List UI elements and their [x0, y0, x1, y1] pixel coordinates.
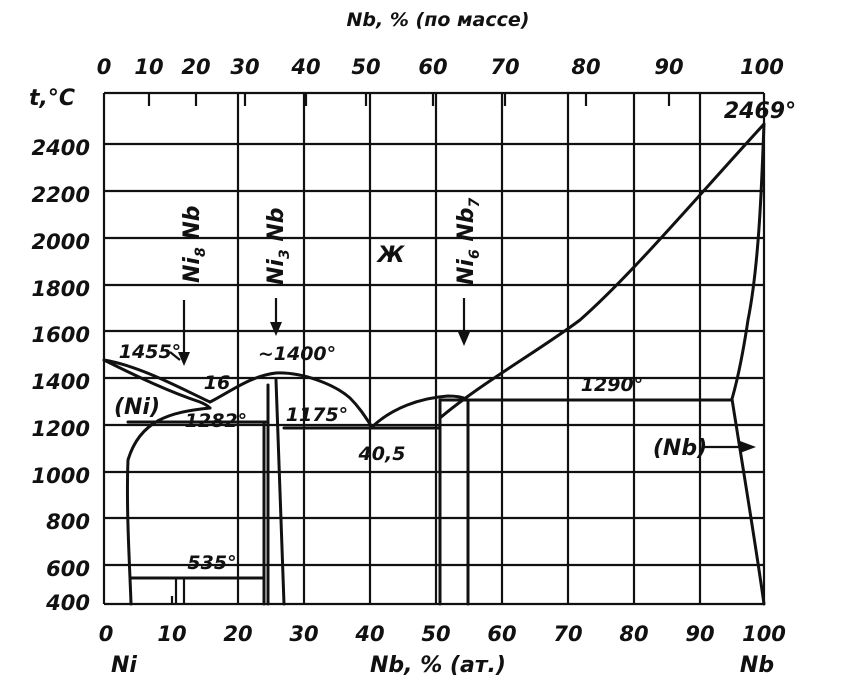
- temp-ni8nb: 535°: [187, 552, 236, 574]
- y-tick-2200: 2200: [32, 183, 90, 207]
- top-tick-labels: 0 10 20 30 40 50 60 70 80 90 100: [97, 55, 784, 79]
- liquidus-mid: [370, 394, 468, 429]
- top-tick-40: 40: [290, 55, 320, 79]
- ni8nb-compound-label: Ni8 Nb: [180, 205, 209, 283]
- ni3nb-boundary-right: [274, 378, 286, 606]
- bottom-tick-80: 80: [619, 622, 648, 646]
- liquidus-ni-side: [102, 358, 212, 404]
- ni-melt-leader: [169, 351, 181, 361]
- bottom-tick-0: 0: [99, 622, 114, 646]
- y-tick-600: 600: [46, 557, 90, 581]
- y-tick-1800: 1800: [32, 277, 90, 301]
- y-tick-labels: 2400 2200 2000 1800 1600 1400 1200 1000 …: [32, 136, 90, 615]
- temp-eutectic-left: 1282°: [185, 410, 247, 432]
- bottom-tick-100: 100: [742, 622, 786, 646]
- nb-solid-arrow-head: [740, 441, 756, 453]
- y-tick-1000: 1000: [32, 464, 90, 488]
- ni-solid-label: (Ni): [114, 395, 160, 420]
- top-tick-30: 30: [230, 55, 259, 79]
- temp-ni3nb-melting: ~1400°: [258, 343, 336, 365]
- bottom-tick-30: 30: [289, 622, 318, 646]
- svg-text:Ni3 Nb: Ni3 Nb: [264, 207, 293, 285]
- temp-nb-melting: 2469°: [724, 99, 796, 124]
- conc-eutectic-left: 16: [204, 372, 230, 394]
- ni6nb7-compound-label: Ni6 Nb7: [454, 197, 483, 285]
- y-axis-title: t,°C: [29, 86, 75, 111]
- solidus-nb: [730, 122, 766, 401]
- solvus-nb: [730, 397, 766, 606]
- svg-text:Ni6 Nb7: Ni6 Nb7: [454, 197, 483, 285]
- y-tick-1200: 1200: [32, 417, 90, 441]
- solvus-ni: [125, 406, 212, 606]
- element-ni-label: Ni: [111, 653, 137, 678]
- liquidus-ni3nb-dome: [208, 371, 374, 429]
- bottom-tick-50: 50: [421, 622, 450, 646]
- y-tick-2000: 2000: [32, 230, 90, 254]
- ni8nb-arrow-head: [178, 352, 190, 366]
- y-tick-1400: 1400: [32, 370, 90, 394]
- liquidus-nb-side: [438, 122, 766, 420]
- bottom-tick-60: 60: [487, 622, 516, 646]
- top-tick-50: 50: [351, 55, 380, 79]
- y-tick-400: 400: [45, 591, 90, 615]
- solidus-ni: [102, 358, 212, 410]
- top-tick-0: 0: [97, 55, 112, 79]
- ni3nb-compound-label: Ni3 Nb: [264, 207, 293, 285]
- temp-eutectic-mid: 1175°: [286, 404, 348, 426]
- top-tick-60: 60: [418, 55, 447, 79]
- top-tick-20: 20: [181, 55, 210, 79]
- top-tick-90: 90: [654, 55, 683, 79]
- top-tick-10: 10: [134, 55, 163, 79]
- y-tick-2400: 2400: [32, 136, 90, 160]
- top-tick-100: 100: [740, 55, 784, 79]
- grid: [102, 91, 766, 606]
- ni3nb-arrow-head: [270, 322, 282, 336]
- bottom-tick-10: 10: [157, 622, 186, 646]
- conc-eutectic-mid: 40,5: [358, 443, 406, 465]
- y-tick-800: 800: [46, 510, 90, 534]
- svg-text:Ni8 Nb: Ni8 Nb: [180, 205, 209, 283]
- top-tick-80: 80: [571, 55, 600, 79]
- ni6nb7-arrow-head: [458, 332, 470, 346]
- arrows: [169, 298, 756, 453]
- temp-peritectic: 1290°: [581, 374, 643, 396]
- nb-solid-label: (Nb): [653, 436, 707, 461]
- y-tick-1600: 1600: [32, 323, 90, 347]
- liquid-label: Ж: [376, 243, 406, 268]
- bottom-tick-labels: 0 10 20 30 40 50 60 70 80 90 100: [99, 622, 786, 646]
- top-axis-title: Nb, % (по массе): [347, 9, 530, 31]
- bottom-tick-90: 90: [685, 622, 714, 646]
- bottom-tick-70: 70: [553, 622, 582, 646]
- bottom-tick-20: 20: [223, 622, 252, 646]
- temp-ni-melting: 1455°: [119, 341, 181, 363]
- element-nb-label: Nb: [740, 653, 774, 678]
- bottom-tick-40: 40: [354, 622, 384, 646]
- top-tick-70: 70: [490, 55, 519, 79]
- bottom-axis-title: Nb, % (ат.): [370, 653, 506, 678]
- phase-boundaries: [102, 122, 766, 606]
